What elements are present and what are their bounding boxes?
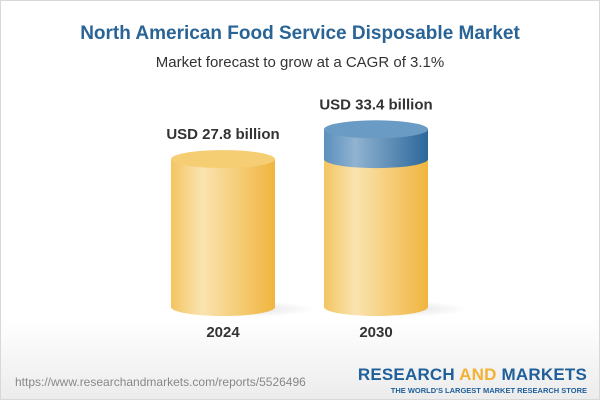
chart-subtitle: Market forecast to grow at a CAGR of 3.1… [155, 54, 445, 71]
logo-text: MARKETS [496, 365, 587, 384]
logo-text: RESEARCH [357, 365, 460, 384]
logo-tagline: THE WORLD'S LARGEST MARKET RESEARCH STOR… [390, 386, 587, 395]
source-url[interactable]: https://www.researchandmarkets.com/repor… [15, 375, 306, 389]
cylinder-top-2024 [171, 150, 275, 169]
logo-text-and: AND [459, 365, 497, 384]
cylinder-base-2030 [324, 159, 428, 316]
cylinder-top-2030 [324, 120, 428, 139]
research-and-markets-logo: RESEARCH AND MARKETS THE WORLD'S LARGEST… [358, 365, 587, 395]
chart-title: North American Food Service Disposable M… [80, 23, 520, 44]
category-label: 2024 [206, 324, 240, 341]
cylinder-base-2024 [171, 159, 275, 316]
cylinder-growth-2030 [324, 129, 428, 169]
category-label: 2030 [359, 324, 392, 341]
data-label: USD 33.4 billion [319, 96, 432, 113]
data-label: USD 27.8 billion [166, 126, 279, 143]
